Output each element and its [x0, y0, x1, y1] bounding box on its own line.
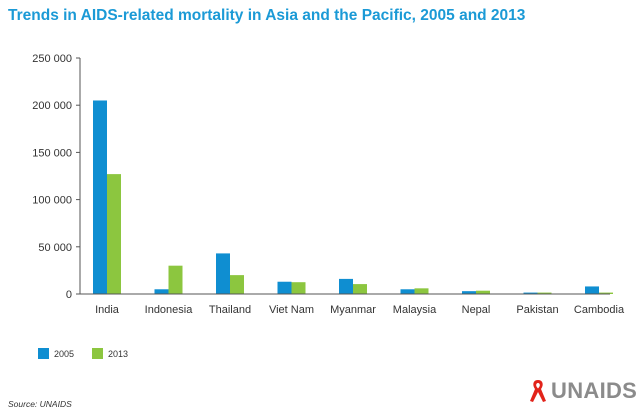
x-category-label: Nepal: [462, 304, 491, 316]
bar-pakistan-2013: [537, 292, 552, 294]
chart-title: Trends in AIDS-related mortality in Asia…: [8, 7, 526, 24]
y-tick-label: 50 000: [38, 242, 72, 254]
x-category-label: Indonesia: [145, 304, 194, 316]
bar-pakistan-2005: [523, 292, 538, 294]
bar-cambodia-2013: [599, 292, 613, 294]
x-category-label: Thailand: [209, 304, 251, 316]
legend-label-2013: 2013: [108, 349, 128, 359]
x-category-label: Pakistan: [516, 304, 558, 316]
bar-india-2005: [93, 100, 107, 294]
bar-myanmar-2013: [353, 284, 367, 294]
bar-myanmar-2005: [339, 278, 353, 294]
x-category-label: Cambodia: [574, 304, 625, 316]
bar-nepal-2013: [476, 290, 490, 294]
legend-swatch-2005: [38, 348, 49, 359]
y-tick-label: 0: [66, 289, 72, 301]
bar-indonesia-2013: [168, 265, 183, 294]
bar-malaysia-2005: [400, 289, 415, 294]
x-category-label: India: [95, 304, 120, 316]
bar-cambodia-2005: [585, 286, 599, 294]
legend-swatch-2013: [92, 348, 103, 359]
y-tick-label: 150 000: [32, 147, 72, 159]
legend: 2005 2013: [38, 348, 128, 359]
bar-viet-nam-2013: [291, 282, 306, 294]
bar-nepal-2005: [462, 291, 476, 294]
legend-label-2005: 2005: [54, 349, 74, 359]
bar-malaysia-2013: [414, 288, 429, 294]
logo-text: UNAIDS: [551, 378, 638, 403]
bar-india-2013: [107, 174, 121, 294]
x-axis: India Indonesia Thailand Viet Nam Myanmar Mal…: [80, 293, 625, 316]
red-ribbon-icon: [530, 380, 546, 402]
x-category-label: Viet Nam: [269, 304, 314, 316]
y-axis: 0 50 000 100 000 150 000 200 000 250 000: [32, 53, 81, 301]
x-category-label: Malaysia: [393, 304, 437, 316]
bar-indonesia-2005: [154, 289, 169, 294]
bars: [93, 100, 613, 294]
unaids-logo: UNAIDS: [527, 378, 637, 404]
y-tick-label: 100 000: [32, 195, 72, 207]
y-tick-label: 250 000: [32, 53, 72, 65]
bar-thailand-2013: [230, 275, 244, 294]
bar-thailand-2005: [216, 253, 230, 294]
bar-viet-nam-2005: [277, 281, 292, 294]
source-note: Source: UNAIDS: [8, 399, 72, 409]
y-tick-label: 200 000: [32, 100, 72, 112]
x-category-label: Myanmar: [330, 304, 376, 316]
